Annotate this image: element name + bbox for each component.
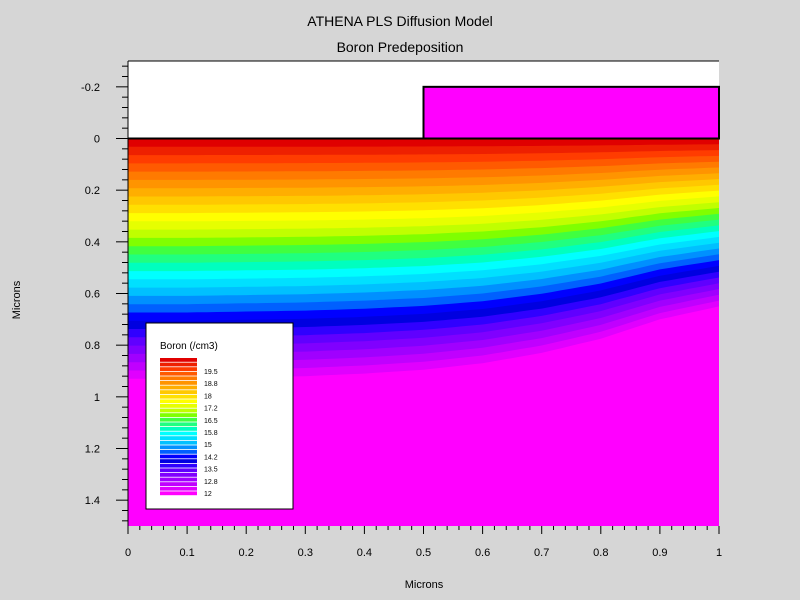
x-tick-label: 1 [716, 547, 722, 559]
x-tick-label: 0.1 [179, 547, 194, 559]
legend-swatch [160, 381, 197, 385]
x-tick-label: 0.5 [416, 547, 431, 559]
x-tick-label: 0.9 [652, 547, 667, 559]
legend-swatch [160, 394, 197, 399]
y-tick-label: 0 [94, 134, 100, 146]
legend-swatch [160, 445, 197, 450]
contour-bands [128, 138, 719, 379]
legend-swatch [160, 473, 197, 477]
x-tick-label: 0.7 [534, 547, 549, 559]
chart-subtitle: Boron Predeposition [337, 39, 464, 55]
y-tick-label: 0.4 [85, 237, 100, 249]
legend-swatch [160, 417, 197, 422]
legend-label: 12.8 [204, 479, 218, 486]
y-tick-label: 1.2 [85, 444, 100, 456]
legend-swatch [160, 385, 197, 390]
legend-swatch [160, 454, 197, 459]
legend-label: 15.8 [204, 430, 218, 437]
legend-swatch [160, 482, 197, 486]
legend-label: 16.5 [204, 418, 218, 425]
legend-label: 12 [204, 491, 212, 498]
legend: Boron (/cm3) 19.5 18.8 18 17.2 16.5 15.8 15 14.… [145, 322, 294, 510]
legend-swatch [160, 477, 197, 482]
x-tick-label: 0.8 [593, 547, 608, 559]
x-tick-label: 0.6 [475, 547, 490, 559]
y-tick-label: 1.4 [85, 495, 100, 507]
x-axis-label: Microns [405, 579, 444, 591]
legend-swatch [160, 436, 197, 440]
contour-band [128, 138, 719, 147]
y-axis-label: Microns [11, 280, 23, 319]
legend-swatch [160, 413, 197, 417]
legend-swatch [160, 376, 197, 381]
legend-swatch [160, 440, 197, 445]
y-tick-label: 1 [94, 392, 100, 404]
legend-swatch [160, 491, 197, 496]
legend-title: Boron (/cm3) [160, 341, 218, 352]
y-tick-label: 0.2 [85, 185, 100, 197]
legend-label: 13.5 [204, 467, 218, 474]
legend-label: 19.5 [204, 369, 218, 376]
legend-swatch [160, 463, 197, 468]
legend-swatch [160, 358, 197, 362]
x-tick-label: 0.3 [298, 547, 313, 559]
x-tick-label: 0.4 [357, 547, 372, 559]
axes: 0 0.1 0.2 0.3 0.4 0.5 0.6 0.7 0.8 0.9 1 -0.2 0 0.2 0.4… [81, 60, 722, 559]
mask-layer [422, 85, 720, 140]
legend-swatch [160, 450, 197, 454]
legend-swatch [160, 422, 197, 427]
legend-swatch [160, 486, 197, 491]
legend-swatches [160, 358, 197, 496]
legend-swatch [160, 371, 197, 376]
legend-swatch [160, 404, 197, 408]
legend-swatch [160, 427, 197, 431]
y-tick-label: 0.6 [85, 289, 100, 301]
legend-label: 17.2 [204, 406, 218, 413]
legend-swatch [160, 367, 197, 371]
legend-swatch [160, 459, 197, 463]
legend-swatch [160, 362, 197, 367]
chart-title: ATHENA PLS Diffusion Model [307, 13, 492, 29]
legend-label: 15 [204, 442, 212, 449]
y-tick-label: -0.2 [81, 82, 100, 94]
legend-swatch [160, 408, 197, 413]
x-tick-label: 0.2 [239, 547, 254, 559]
y-tick-label: 0.8 [85, 340, 100, 352]
legend-label: 18.8 [204, 381, 218, 388]
legend-label: 18 [204, 393, 212, 400]
legend-swatch [160, 399, 197, 404]
legend-swatch [160, 431, 197, 436]
legend-label: 14.2 [204, 454, 218, 461]
legend-labels: 19.5 18.8 18 17.2 16.5 15.8 15 14.2 13.5 12.8 12 [204, 369, 218, 498]
legend-swatch [160, 468, 197, 473]
x-tick-label: 0 [125, 547, 131, 559]
legend-swatch [160, 390, 197, 394]
